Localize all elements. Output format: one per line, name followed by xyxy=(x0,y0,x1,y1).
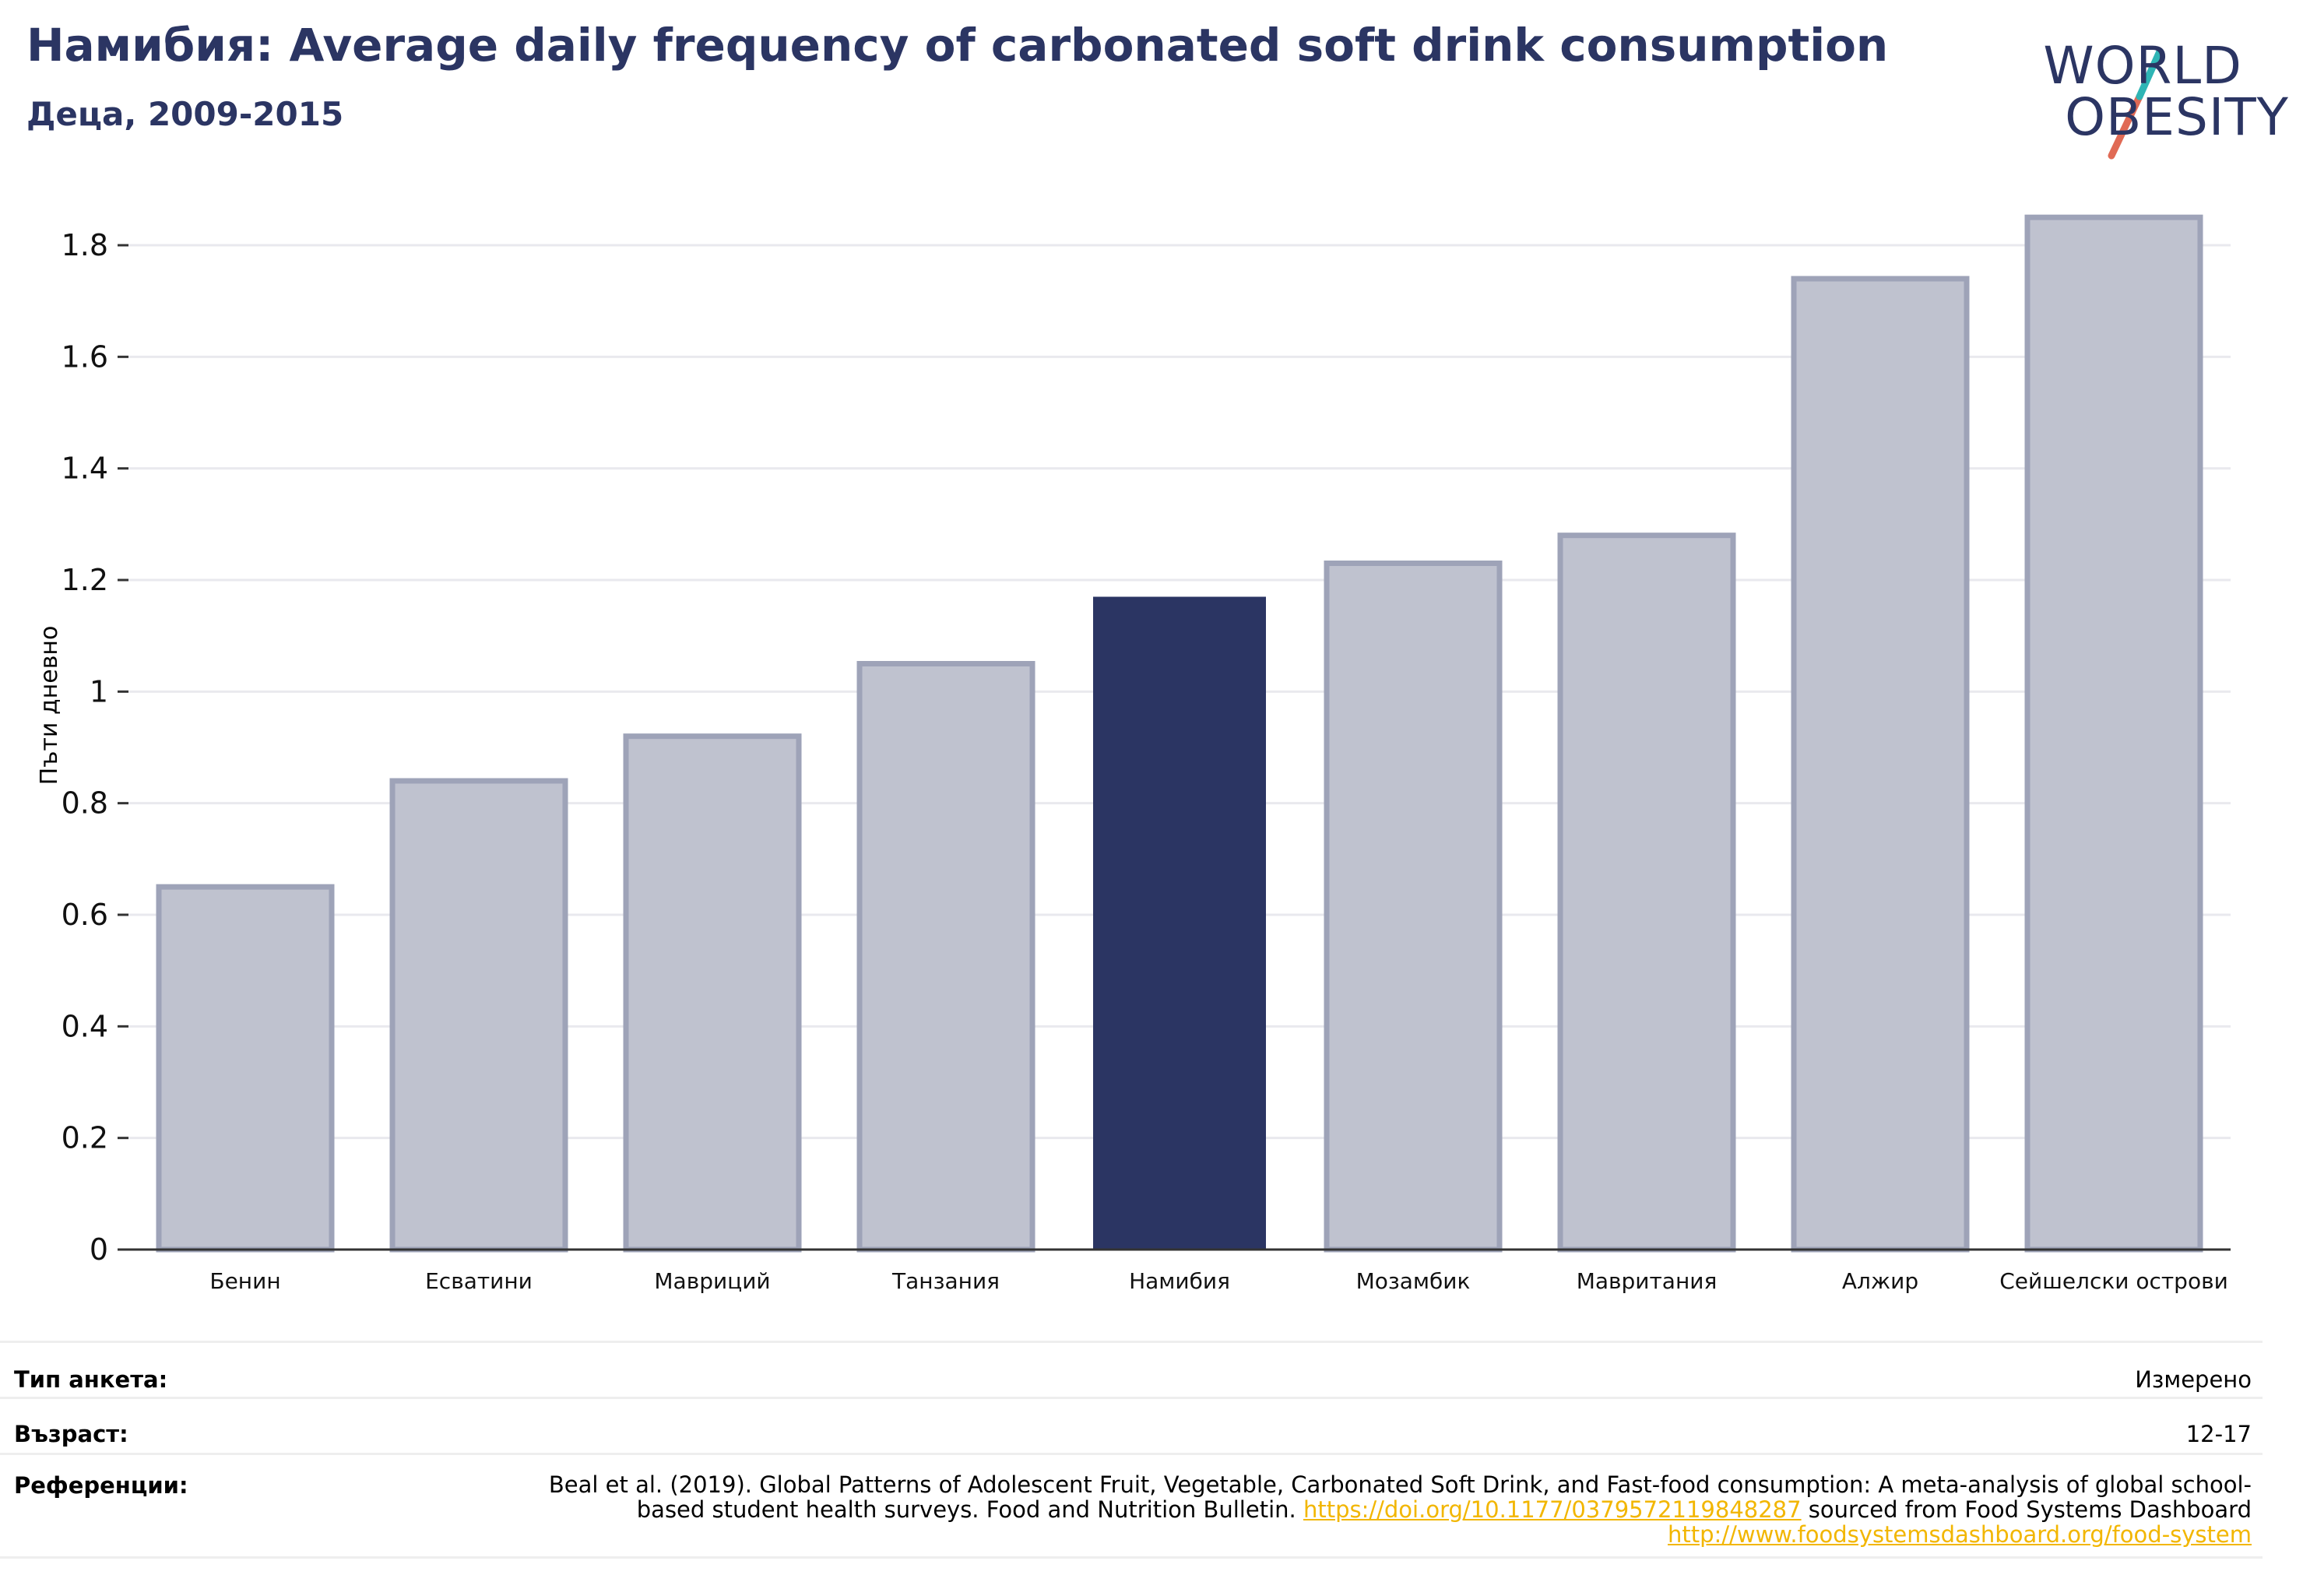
reference-dashboard-link[interactable]: http://www.foodsystemsdashboard.org/food… xyxy=(1668,1521,2252,1548)
y-tick-label: 1.8 xyxy=(62,228,108,262)
x-tick-label: Танзания xyxy=(891,1268,1000,1294)
bar-8[interactable] xyxy=(1791,276,1970,1253)
chart-title: Намибия: Average daily frequency of carb… xyxy=(26,19,1889,72)
bar-7[interactable] xyxy=(1557,533,1736,1253)
bar-chart: 0 0.2 0.4 0.6 0.8 1 1.2 1.4 1.6 1.8 Бенин Есватини М… xyxy=(36,214,2231,1294)
x-tick-label: Сейшелски острови xyxy=(1999,1268,2228,1294)
age-value: 12-17 xyxy=(2185,1421,2252,1447)
chart-subtitle: Деца, 2009-2015 xyxy=(26,95,344,133)
survey-type-value: Измерено xyxy=(2135,1366,2252,1393)
y-tick-label: 1 xyxy=(90,674,108,708)
logo-text-obesity: OBESITY xyxy=(2065,87,2289,147)
bar-6[interactable] xyxy=(1324,561,1503,1253)
meta-row-survey: Тип анкета: Измерено xyxy=(0,1341,2263,1399)
logo-text-world: WORLD xyxy=(2043,36,2242,96)
bar-2[interactable] xyxy=(389,778,568,1253)
meta-row-age: Възраст: 12-17 xyxy=(0,1397,2263,1455)
x-tick-label: Мавритания xyxy=(1577,1268,1718,1294)
y-tick-label: 0.2 xyxy=(62,1121,108,1155)
references-text: Beal et al. (2019). Global Patterns of A… xyxy=(539,1472,2252,1547)
reference-source: sourced from Food Systems Dashboard xyxy=(1808,1496,2252,1523)
bars xyxy=(156,214,2203,1253)
y-tick-label: 0.4 xyxy=(62,1009,108,1043)
bar-3[interactable] xyxy=(623,733,802,1253)
x-tick-label: Намибия xyxy=(1129,1268,1230,1294)
age-label: Възраст: xyxy=(14,1421,128,1447)
y-tick-label: 1.4 xyxy=(62,452,108,486)
bar-9[interactable] xyxy=(2024,214,2203,1253)
bar-1[interactable] xyxy=(156,884,335,1253)
x-tick-label: Мозамбик xyxy=(1356,1268,1471,1294)
meta-row-references: Референции: Beal et al. (2019). Global P… xyxy=(0,1453,2263,1559)
y-tick-label: 0.6 xyxy=(62,898,108,932)
x-tick-label: Мавриций xyxy=(654,1268,770,1294)
y-axis-label: Пъти дневно xyxy=(36,626,63,786)
x-tick-label: Алжир xyxy=(1842,1268,1918,1294)
logo-slash-icon xyxy=(2108,47,2164,160)
reference-citation: Beal et al. (2019). Global Patterns of A… xyxy=(548,1471,2252,1523)
y-tick-label: 0.8 xyxy=(62,786,108,821)
bar-4[interactable] xyxy=(856,661,1035,1253)
x-tick-label: Есватини xyxy=(425,1268,533,1294)
world-obesity-logo[interactable]: WORLD OBESITY xyxy=(2024,22,2289,162)
survey-type-label: Тип анкета: xyxy=(14,1366,168,1393)
axes: 0 0.2 0.4 0.6 0.8 1 1.2 1.4 1.6 1.8 Бенин Есватини М… xyxy=(62,228,2231,1294)
references-label: Референции: xyxy=(14,1472,188,1499)
bar-5[interactable] xyxy=(1093,596,1266,1250)
reference-doi-link[interactable]: https://doi.org/10.1177/0379572119848287 xyxy=(1303,1496,1802,1523)
y-tick-label: 0 xyxy=(90,1232,108,1267)
x-tick-label: Бенин xyxy=(209,1268,280,1294)
y-tick-label: 1.6 xyxy=(62,339,108,374)
y-tick-label: 1.2 xyxy=(62,563,108,597)
